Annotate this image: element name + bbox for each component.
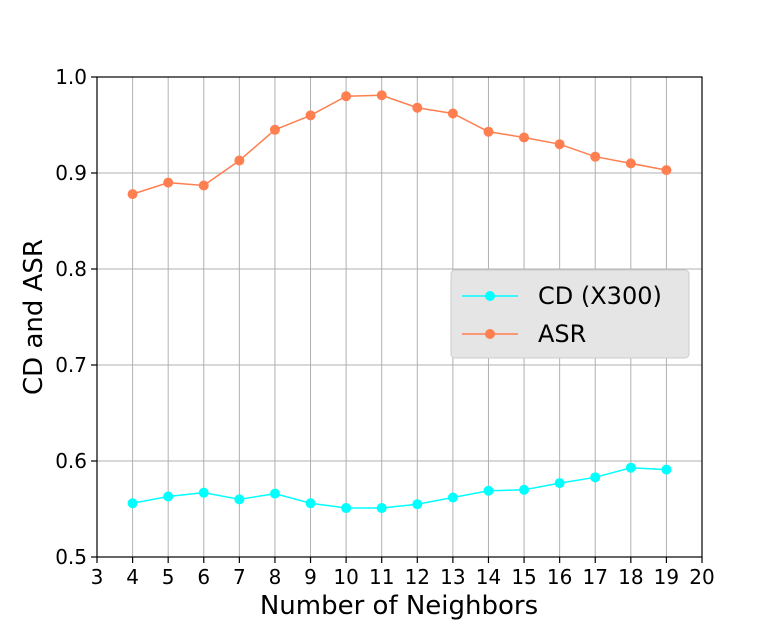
y-tick-label: 0.8	[55, 257, 87, 281]
data-point	[412, 499, 423, 510]
legend-swatch-marker	[485, 291, 495, 301]
y-tick-label: 0.7	[55, 353, 87, 377]
series-line	[132, 466, 667, 509]
legend-entries: CD (X300) ASR	[462, 282, 662, 348]
data-point	[661, 165, 672, 176]
data-point	[341, 503, 352, 514]
legend-box	[450, 269, 690, 359]
y-tick-label: 0.6	[55, 449, 87, 473]
data-point	[198, 180, 209, 191]
data-point	[625, 462, 636, 473]
x-tick-label: 19	[654, 565, 679, 589]
x-tick-label: 11	[369, 565, 394, 589]
x-tick-label: 17	[583, 565, 608, 589]
data-point	[163, 177, 174, 188]
x-tick-label: 14	[476, 565, 501, 589]
x-tick-label: 20	[689, 565, 714, 589]
x-tick-label: 6	[197, 565, 210, 589]
data-point	[341, 91, 352, 102]
data-point	[483, 485, 494, 496]
data-point	[269, 488, 280, 499]
x-tick-label: 7	[233, 565, 246, 589]
y-tick-label: 0.5	[55, 545, 87, 569]
data-point	[483, 126, 494, 137]
data-point	[625, 158, 636, 169]
data-point	[376, 90, 387, 101]
plot-frame	[96, 76, 703, 558]
x-tick-label: 10	[333, 565, 358, 589]
legend: CD (X300) ASR	[450, 269, 690, 359]
x-tick-label: 8	[269, 565, 282, 589]
data-point	[127, 189, 138, 200]
data-point	[412, 102, 423, 113]
data-point	[447, 492, 458, 503]
ticks: 3 4 5 6 7 8 9 10 11 12 13 14 15 16 17 18 19 20 0.5 0.6 0.7 0.…	[55, 65, 715, 589]
data-point	[519, 132, 530, 143]
data-point	[554, 478, 565, 489]
data-point	[305, 498, 316, 509]
data-point	[127, 498, 138, 509]
data-point	[590, 472, 601, 483]
series-line	[132, 94, 667, 195]
x-tick-label: 16	[547, 565, 572, 589]
legend-label: ASR	[538, 320, 586, 348]
x-tick-label: 3	[91, 565, 104, 589]
data-point	[590, 151, 601, 162]
x-tick-label: 9	[304, 565, 317, 589]
data-point	[269, 124, 280, 135]
data-point	[519, 484, 530, 495]
x-tick-label: 18	[618, 565, 643, 589]
x-tick-label: 5	[162, 565, 175, 589]
series-layer	[127, 90, 672, 514]
y-axis-label: CD and ASR	[19, 239, 49, 395]
data-point	[234, 494, 245, 505]
x-axis-label: Number of Neighbors	[260, 591, 538, 621]
x-tick-label: 13	[440, 565, 465, 589]
data-point	[661, 464, 672, 475]
y-tick-label: 1.0	[55, 65, 87, 89]
series-1	[127, 90, 672, 200]
series-0	[127, 462, 672, 514]
legend-swatch-marker	[485, 329, 495, 339]
data-point	[305, 110, 316, 121]
data-point	[376, 503, 387, 514]
data-point	[447, 108, 458, 119]
x-tick-label: 15	[511, 565, 536, 589]
x-tick-label: 4	[126, 565, 139, 589]
data-point	[554, 139, 565, 150]
legend-label: CD (X300)	[538, 282, 662, 310]
data-point	[234, 155, 245, 166]
y-tick-label: 0.9	[55, 161, 87, 185]
x-tick-label: 12	[405, 565, 430, 589]
data-point	[163, 491, 174, 502]
data-point	[198, 487, 209, 498]
